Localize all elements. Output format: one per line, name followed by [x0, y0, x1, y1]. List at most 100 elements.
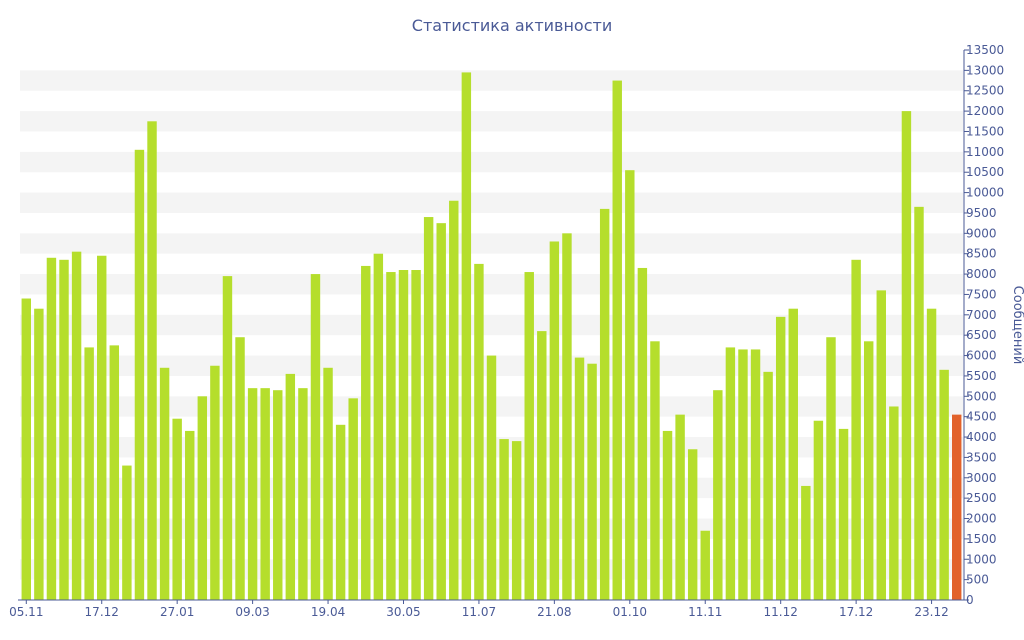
bar[interactable] — [562, 233, 572, 600]
bar[interactable] — [637, 267, 648, 600]
bar[interactable] — [386, 272, 396, 600]
bar[interactable] — [750, 349, 761, 600]
bar[interactable] — [713, 390, 723, 600]
bar[interactable] — [625, 170, 635, 600]
bar[interactable] — [574, 357, 585, 600]
y-tick-label: 8500 — [966, 247, 997, 261]
bar[interactable] — [763, 371, 773, 600]
bar[interactable] — [348, 398, 358, 600]
y-axis-label: Сообщений — [1010, 286, 1024, 365]
bar[interactable] — [147, 121, 157, 601]
grid-band — [20, 111, 963, 132]
y-tick-label: 11500 — [966, 124, 1004, 138]
bar[interactable] — [185, 430, 195, 600]
bar[interactable] — [738, 349, 748, 600]
bar[interactable] — [310, 274, 321, 600]
bar[interactable] — [838, 428, 849, 600]
bar[interactable] — [675, 414, 685, 600]
bar[interactable] — [700, 530, 710, 600]
bar[interactable] — [826, 337, 836, 600]
bar[interactable] — [687, 449, 698, 600]
y-tick-label: 13500 — [966, 43, 1004, 57]
bar[interactable] — [914, 206, 924, 600]
y-tick-label: 5500 — [966, 369, 997, 383]
chart-title: Статистика активности — [412, 16, 612, 35]
x-tick-label: 21.08 — [537, 605, 571, 619]
bar[interactable] — [172, 418, 182, 600]
bar[interactable] — [587, 363, 597, 600]
bar[interactable] — [235, 337, 245, 600]
bar[interactable] — [335, 424, 346, 600]
grid-band — [20, 274, 963, 295]
bar[interactable] — [788, 308, 798, 600]
bar[interactable] — [650, 341, 660, 600]
y-tick-label: 0 — [966, 593, 974, 607]
bar[interactable] — [247, 388, 258, 600]
y-tick-label: 10500 — [966, 165, 1004, 179]
bar[interactable] — [876, 290, 886, 600]
bar[interactable] — [952, 414, 962, 600]
bar[interactable] — [34, 308, 44, 600]
bar[interactable] — [285, 373, 296, 600]
x-tick-label: 11.12 — [764, 605, 798, 619]
bar[interactable] — [801, 485, 811, 600]
bar[interactable] — [775, 316, 786, 600]
y-tick-label: 13000 — [966, 63, 1004, 77]
y-tick-label: 10000 — [966, 186, 1004, 200]
bar[interactable] — [59, 259, 69, 600]
bar[interactable] — [813, 420, 824, 600]
x-tick-label: 01.10 — [613, 605, 647, 619]
bar[interactable] — [222, 276, 233, 600]
bar[interactable] — [159, 367, 170, 600]
y-axis-ticks: 0 500 1000 1500 2000 2500 3000 3500 4000 4500 5000… — [964, 43, 1004, 607]
bar[interactable] — [851, 259, 861, 600]
bar[interactable] — [361, 265, 371, 600]
bar[interactable] — [122, 465, 132, 600]
bar[interactable] — [373, 253, 384, 600]
bar[interactable] — [46, 257, 57, 600]
y-tick-label: 12500 — [966, 84, 1004, 98]
bar[interactable] — [901, 111, 912, 601]
grid-band — [20, 314, 963, 336]
bar[interactable] — [461, 72, 472, 600]
bar[interactable] — [499, 439, 509, 600]
y-tick-label: 5000 — [966, 389, 997, 403]
bar[interactable] — [423, 217, 434, 601]
grid-band — [20, 70, 963, 91]
bar[interactable] — [84, 347, 94, 600]
bar[interactable] — [939, 369, 949, 600]
x-axis-ticks: 05.11 17.12 27.01 09.03 19.04 30.05 11.07 21.08… — [9, 600, 949, 619]
bar[interactable] — [134, 149, 145, 600]
bar[interactable] — [449, 200, 459, 601]
bar[interactable] — [889, 406, 899, 600]
bar[interactable] — [474, 263, 484, 600]
bar[interactable] — [599, 208, 610, 600]
bar[interactable] — [486, 355, 497, 600]
bar[interactable] — [863, 341, 874, 600]
bar[interactable] — [21, 298, 31, 600]
bar[interactable] — [210, 365, 220, 600]
bar[interactable] — [436, 223, 446, 600]
bar[interactable] — [926, 308, 937, 600]
bar[interactable] — [323, 367, 333, 600]
bar[interactable] — [537, 331, 547, 600]
bar[interactable] — [411, 270, 421, 600]
bar[interactable] — [549, 241, 560, 601]
x-tick-label: 17.12 — [85, 605, 119, 619]
bar[interactable] — [71, 251, 82, 601]
bar[interactable] — [109, 345, 120, 600]
bar[interactable] — [612, 80, 622, 600]
bar[interactable] — [398, 270, 409, 600]
bar[interactable] — [97, 255, 107, 601]
bar[interactable] — [260, 388, 270, 600]
bar[interactable] — [511, 441, 522, 600]
bar[interactable] — [197, 396, 208, 600]
y-tick-label: 7000 — [966, 308, 997, 322]
bar[interactable] — [662, 430, 673, 600]
bar[interactable] — [524, 272, 534, 600]
bar[interactable] — [725, 347, 736, 600]
x-tick-label: 30.05 — [386, 605, 420, 619]
bar[interactable] — [273, 390, 283, 600]
bar[interactable] — [298, 388, 308, 600]
